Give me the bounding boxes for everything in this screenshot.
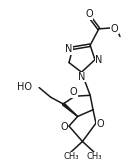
- Text: CH₃: CH₃: [63, 152, 79, 161]
- Text: CH₃: CH₃: [86, 152, 102, 161]
- Text: O: O: [110, 24, 118, 34]
- Text: N: N: [65, 44, 73, 54]
- Text: N: N: [95, 55, 102, 65]
- Text: HO: HO: [17, 82, 32, 92]
- Text: O: O: [70, 87, 78, 97]
- Text: O: O: [97, 119, 105, 129]
- Polygon shape: [62, 103, 78, 116]
- Text: N: N: [78, 72, 85, 82]
- Text: O: O: [60, 122, 68, 132]
- Text: O: O: [85, 9, 93, 19]
